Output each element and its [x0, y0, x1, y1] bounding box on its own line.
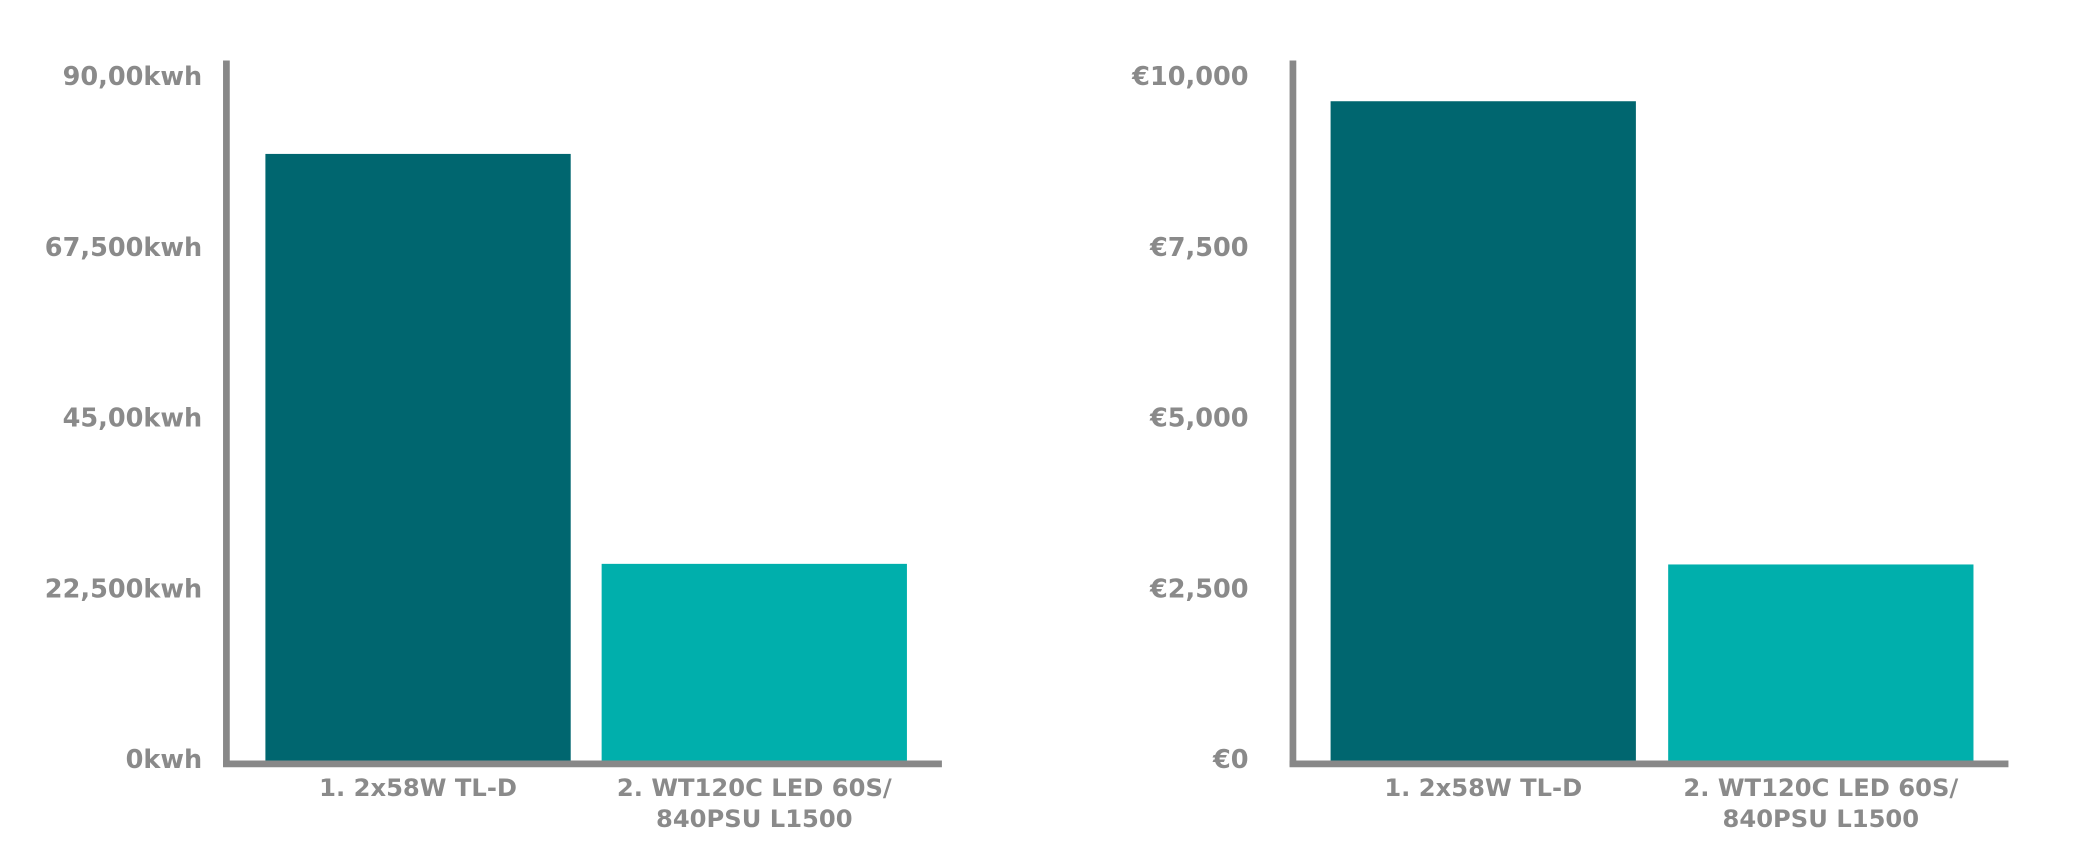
- bar: [265, 153, 571, 762]
- x-tick-label-box: 2. WT120C LED 60S/ 840PSU L1500: [1683, 774, 1959, 834]
- bar: [601, 563, 907, 762]
- y-tick-label: 45,00kwh: [63, 404, 203, 434]
- y-tick-label: €2,500: [1149, 574, 1249, 604]
- y-tick-label: €0: [1212, 745, 1249, 775]
- y-tick-label: 22,500kwh: [45, 574, 202, 604]
- y-tick-label: €10,000: [1131, 62, 1248, 92]
- x-tick-label: 1. 2x58W TL-D: [1384, 774, 1583, 803]
- y-tick-label: €5,000: [1149, 404, 1249, 434]
- bar: [1330, 101, 1636, 762]
- y-tick-label: 90,00kwh: [63, 62, 203, 92]
- y-tick-label: €7,500: [1149, 233, 1249, 263]
- x-tick-label-box: 1. 2x58W TL-D: [319, 774, 517, 803]
- x-tick-label: 1. 2x58W TL-D: [319, 774, 517, 803]
- x-tick-label-box: 2. WT120C LED 60S/ 840PSU L1500: [616, 774, 892, 834]
- y-tick-label: 67,500kwh: [45, 233, 202, 263]
- y-tick-label: 0kwh: [126, 745, 203, 775]
- x-tick-label: 2. WT120C LED 60S/ 840PSU L1500: [616, 774, 892, 834]
- bar: [1668, 564, 1974, 762]
- x-tick-label-box: 1. 2x58W TL-D: [1384, 774, 1583, 803]
- x-tick-label: 2. WT120C LED 60S/ 840PSU L1500: [1683, 774, 1959, 834]
